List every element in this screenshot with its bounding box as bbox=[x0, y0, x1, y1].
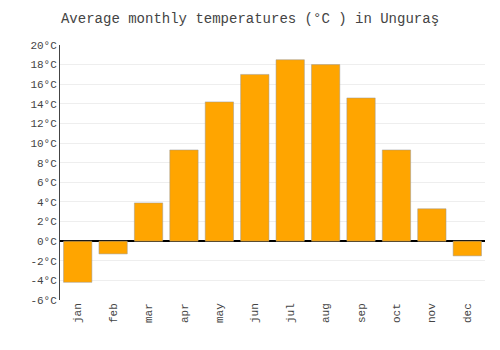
svg-text:feb: feb bbox=[108, 303, 120, 323]
svg-text:18°C: 18°C bbox=[30, 59, 57, 71]
svg-text:-4°C: -4°C bbox=[30, 275, 57, 287]
svg-text:16°C: 16°C bbox=[30, 79, 57, 91]
svg-text:oct: oct bbox=[391, 303, 403, 323]
svg-text:jun: jun bbox=[249, 303, 261, 323]
svg-text:jul: jul bbox=[285, 303, 297, 323]
svg-text:may: may bbox=[214, 303, 226, 323]
svg-text:Average monthly temperatures (: Average monthly temperatures (°C ) in Un… bbox=[61, 11, 439, 27]
svg-text:10°C: 10°C bbox=[30, 138, 57, 150]
svg-text:12°C: 12°C bbox=[30, 118, 57, 130]
svg-text:sep: sep bbox=[356, 303, 368, 323]
svg-text:14°C: 14°C bbox=[30, 99, 57, 111]
svg-text:-2°C: -2°C bbox=[30, 256, 57, 268]
svg-text:-6°C: -6°C bbox=[30, 295, 57, 307]
svg-text:dec: dec bbox=[462, 303, 474, 323]
svg-text:20°C: 20°C bbox=[30, 40, 57, 52]
svg-text:apr: apr bbox=[179, 303, 191, 323]
svg-text:0°C: 0°C bbox=[37, 236, 57, 248]
svg-text:mar: mar bbox=[143, 303, 155, 323]
svg-text:4°C: 4°C bbox=[37, 197, 57, 209]
svg-text:6°C: 6°C bbox=[37, 177, 57, 189]
svg-text:aug: aug bbox=[320, 303, 332, 323]
svg-text:8°C: 8°C bbox=[37, 158, 57, 170]
svg-text:2°C: 2°C bbox=[37, 216, 57, 228]
svg-text:jan: jan bbox=[72, 303, 84, 323]
svg-text:nov: nov bbox=[426, 303, 438, 323]
